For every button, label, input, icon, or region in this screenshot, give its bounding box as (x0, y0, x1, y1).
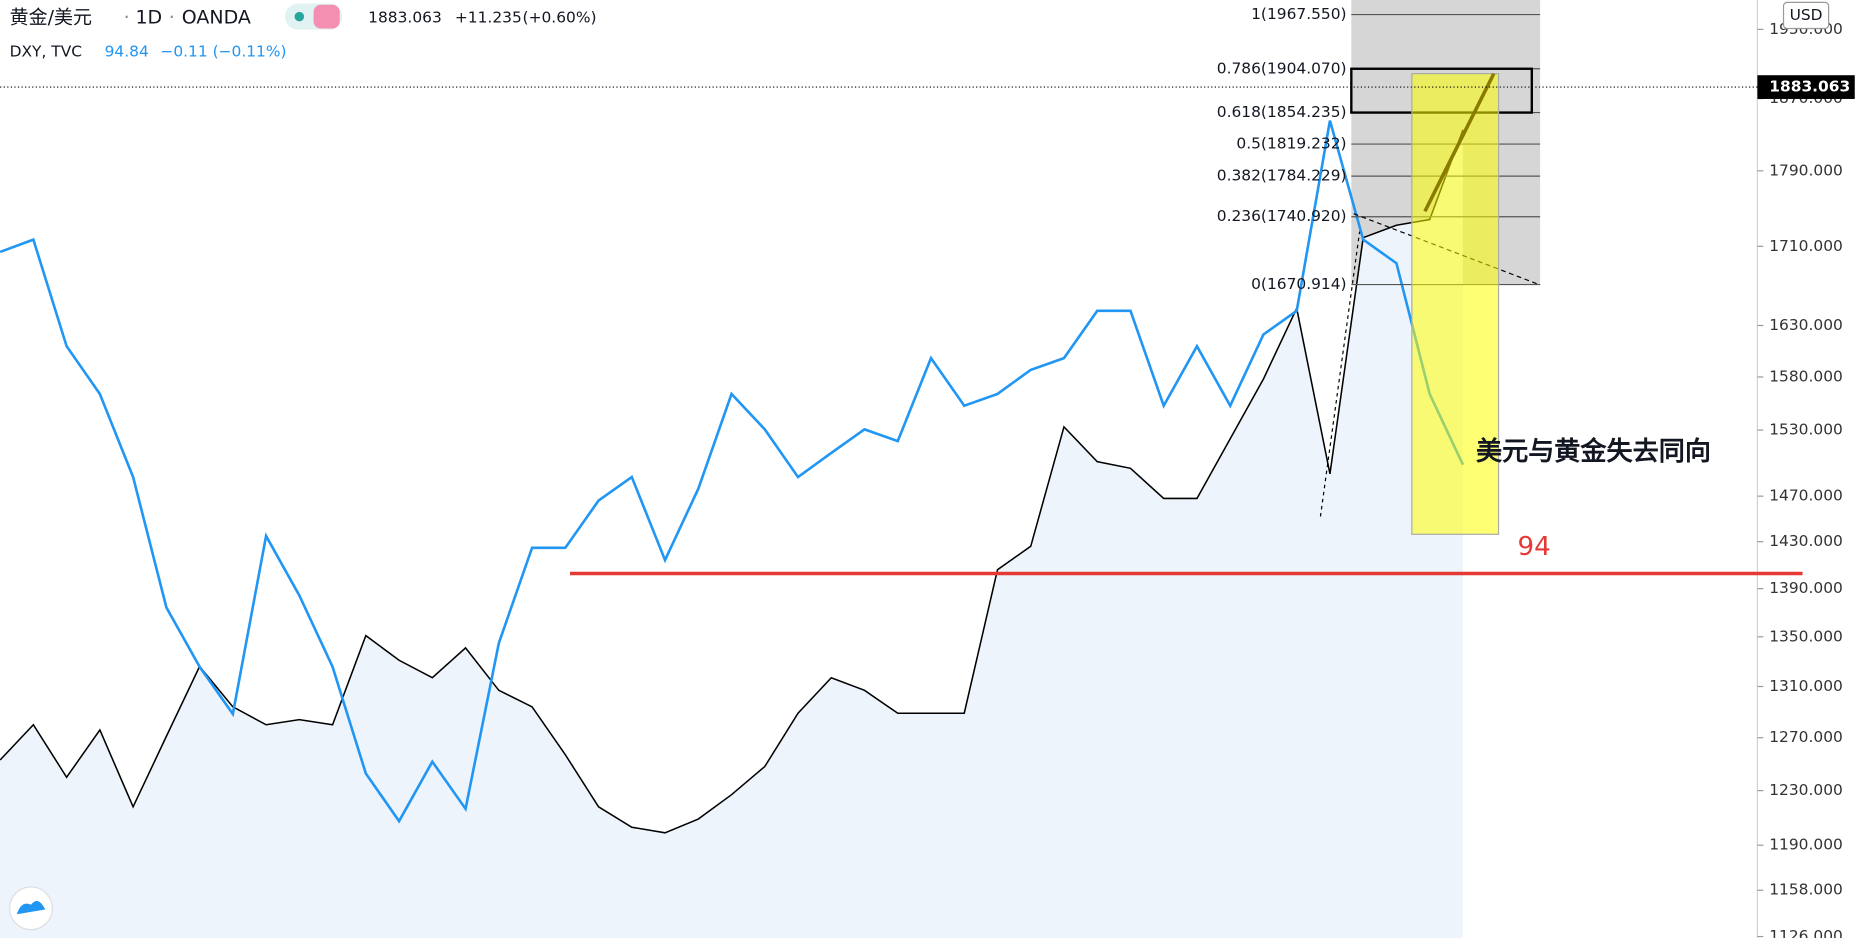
y-tick-label: 1470.000 (1769, 487, 1843, 505)
separator: · (169, 6, 175, 28)
fib-label: 0.618(1854.235) (1217, 103, 1347, 121)
series-line (0, 120, 1465, 824)
fib-label: 0(1670.914) (1251, 275, 1346, 293)
y-tick-label: 1710.000 (1769, 237, 1843, 255)
compare-symbol: DXY, TVC (10, 43, 82, 61)
y-tick-label: 1158.000 (1769, 881, 1843, 899)
last-price-box (1757, 75, 1855, 99)
status-icon (313, 4, 340, 29)
separator: · (124, 6, 130, 28)
y-tick-label: 1230.000 (1769, 781, 1843, 799)
status-dot (294, 11, 305, 22)
fib-label: 0.236(1740.920) (1217, 207, 1347, 225)
reference-label: 94 (1518, 532, 1551, 562)
currency-label: USD (1790, 6, 1823, 24)
symbol: 黄金/美元 (10, 6, 92, 28)
header: 黄金/美元 · 1D · OANDA 1883.063 +11.235 (+0.… (10, 3, 597, 61)
last-price: 1883.063 (368, 8, 442, 26)
y-tick-label: 1430.000 (1769, 532, 1843, 550)
compare-change: −0.11 (−0.11%) (160, 43, 286, 61)
price-change: +11.235 (455, 8, 522, 26)
y-tick-label: 1790.000 (1769, 161, 1843, 179)
interval: 1D (135, 6, 162, 28)
exchange: OANDA (182, 6, 251, 28)
last-price-label: 1883.063 (1769, 78, 1850, 96)
currency-box (1782, 1, 1830, 30)
y-tick-label: 1310.000 (1769, 677, 1843, 695)
series-area (0, 129, 1463, 938)
price-change-pct: (+0.60%) (523, 8, 597, 26)
y-tick-label: 1126.000 (1769, 927, 1843, 938)
fib-label: 1(1967.550) (1251, 5, 1346, 23)
y-tick-label: 1270.000 (1769, 728, 1843, 746)
fib-label: 0.5(1819.232) (1236, 135, 1346, 153)
y-tick-label: 1390.000 (1769, 579, 1843, 597)
y-tick-label: 1580.000 (1769, 367, 1843, 385)
y-tick-label: 1530.000 (1769, 421, 1843, 439)
trend-dash (1319, 231, 1361, 517)
series-line (0, 129, 1464, 834)
annotation: 美元与黄金失去同向 (1476, 436, 1711, 467)
y-tick-label: 1350.000 (1769, 627, 1843, 645)
compare-last: 94.84 (105, 43, 149, 61)
logo-icon (16, 900, 46, 915)
y-tick-label: 1190.000 (1769, 836, 1843, 854)
fib-label: 0.786(1904.070) (1217, 59, 1347, 77)
trend-line (1423, 72, 1496, 213)
y-tick-label: 1630.000 (1769, 316, 1843, 334)
fib-label: 0.382(1784.229) (1217, 167, 1347, 185)
